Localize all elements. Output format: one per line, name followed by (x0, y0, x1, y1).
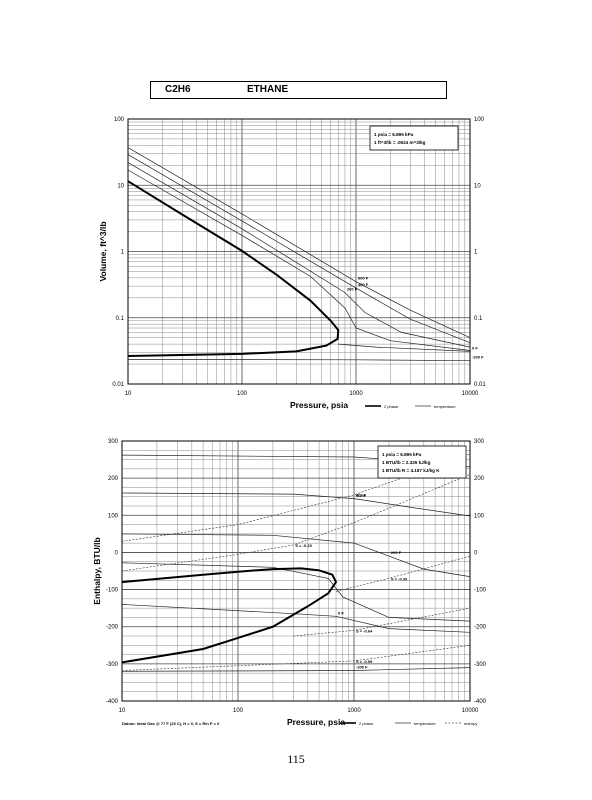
enthalpy-y-tick-label-right: 300 (474, 439, 485, 445)
volume-conversion-text: 1 psia = 6.895 kPa (374, 132, 414, 137)
enthalpy-isentrope-label: S = 0 (356, 493, 366, 498)
volume-x-tick-label: 100 (237, 391, 248, 397)
enthalpy-isentrope-label: S = -0.99 (356, 659, 373, 664)
volume-isotherm-line (127, 154, 471, 344)
volume-isotherm-line (127, 162, 471, 348)
volume-isotherm-label: 600 F (358, 276, 369, 281)
enthalpy-y-tick-label-right: -200 (474, 625, 487, 631)
enthalpy-y-tick-label-left: -400 (106, 699, 119, 705)
volume-isotherm-label: 400 F (358, 282, 369, 287)
enthalpy-isotherm-line (121, 492, 471, 517)
enthalpy-isotherm-line (121, 667, 471, 672)
enthalpy-isotherm-label: 200 F (391, 550, 402, 555)
volume-legend-label: 2 phase (384, 404, 399, 409)
volume-y-tick-label-right: 1 (474, 250, 478, 256)
compound-name: ETHANE (247, 84, 289, 95)
enthalpy-y-tick-label-right: 0 (474, 550, 478, 556)
enthalpy-x-tick-label: 10 (119, 708, 126, 714)
volume-y-tick-label-left: 1 (121, 250, 125, 256)
enthalpy-legend-label: 2 phase (359, 721, 374, 726)
page-number: 115 (287, 752, 305, 766)
volume-isotherm-label: -200 F (472, 355, 484, 360)
enthalpy-y-tick-label-left: -200 (106, 625, 119, 631)
enthalpy-y-tick-label-right: 100 (474, 513, 485, 519)
volume-isotherm-line (127, 147, 471, 339)
volume-y-axis-label: Volume, ft^3/lb (98, 221, 108, 281)
volume-isotherm-label: 0 F (472, 345, 478, 350)
enthalpy-isentrope-label: S = -0.64 (356, 628, 373, 633)
enthalpy-legend-label: temperature (414, 721, 436, 726)
enthalpy-isotherm-line (121, 562, 471, 622)
volume-conversion-box (369, 125, 459, 151)
enthalpy-isotherm-label: 0 F (338, 610, 344, 615)
enthalpy-y-tick-label-left: -300 (106, 662, 119, 668)
enthalpy-isotherm-label: -200 F (356, 665, 368, 670)
enthalpy-isotherm-line (121, 533, 471, 577)
volume-y-tick-label-right: 0.1 (474, 316, 483, 322)
volume-x-axis-label: Pressure, psia (290, 400, 348, 410)
volume-legend-label: temperature (434, 404, 456, 409)
enthalpy-x-tick-label: 10000 (462, 708, 479, 714)
enthalpy-conversion-text: 1 BTU/lb = 2.326 kJ/kg (382, 460, 431, 465)
title-box: C2H6 ETHANE (150, 81, 447, 99)
volume-x-tick-label: 10 (125, 391, 132, 397)
enthalpy-isotherm-label: 400 F (356, 493, 367, 498)
volume-y-tick-label-left: 100 (114, 117, 125, 123)
enthalpy-isotherm-line (121, 604, 471, 633)
enthalpy-saturation-dome (121, 567, 338, 664)
enthalpy-y-tick-label-right: -400 (474, 699, 487, 705)
enthalpy-x-tick-label: 1000 (347, 708, 361, 714)
volume-y-tick-label-right: 10 (474, 183, 481, 189)
enthalpy-conversion-text: 1 BTU/lb R = 4.187 kJ/kg K (382, 468, 440, 473)
enthalpy-y-tick-label-left: 200 (108, 476, 119, 482)
enthalpy-isentrope-label: S = -0.15 (295, 543, 312, 548)
enthalpy-legend-label: entropy (464, 721, 477, 726)
volume-isotherm-line (127, 359, 471, 362)
enthalpy-x-tick-label: 100 (233, 708, 244, 714)
volume-isotherm-label: 200 F (347, 287, 358, 292)
enthalpy-isentrope-line (335, 555, 471, 592)
volume-y-tick-label-right: 100 (474, 117, 485, 123)
enthalpy-datum-footnote: Datum: Ideal Gas @ 77 F (25 C), H = 0, S… (122, 721, 220, 726)
volume-isotherm-line (338, 343, 471, 352)
enthalpy-y-tick-label-right: -100 (474, 588, 487, 594)
volume-x-tick-label: 1000 (349, 391, 363, 397)
enthalpy-y-tick-label-right: 200 (474, 476, 485, 482)
enthalpy-conversion-text: 1 psia = 6.895 kPa (382, 452, 422, 457)
volume-saturation-dome (127, 180, 340, 357)
enthalpy-y-tick-label-left: 0 (115, 550, 119, 556)
volume-plot-frame (127, 118, 471, 385)
enthalpy-y-tick-label-right: -300 (474, 662, 487, 668)
volume-conversion-text: 1 ft^3/lb = .0624 m^3/kg (374, 140, 426, 145)
volume-y-tick-label-right: 0.01 (474, 382, 486, 388)
volume-isotherm-line (127, 169, 471, 351)
enthalpy-isentrope-label: S = -0.39 (391, 576, 408, 581)
enthalpy-y-axis-label: Enthalpy, BTU/lb (92, 537, 102, 604)
volume-y-tick-label-left: 0.1 (116, 316, 125, 322)
enthalpy-conversion-box (377, 445, 467, 479)
enthalpy-isentrope-line (121, 645, 471, 671)
volume-x-tick-label: 10000 (462, 391, 479, 397)
chemical-formula: C2H6 (165, 84, 191, 95)
enthalpy-x-axis-label: Pressure, psia (287, 717, 345, 727)
enthalpy-y-tick-label-left: -100 (106, 588, 119, 594)
volume-y-tick-label-left: 0.01 (112, 382, 124, 388)
enthalpy-isentrope-line (293, 607, 471, 637)
enthalpy-y-tick-label-left: 100 (108, 513, 119, 519)
volume-y-tick-label-left: 10 (117, 183, 124, 189)
enthalpy-isentrope-line (121, 474, 471, 572)
enthalpy-y-tick-label-left: 300 (108, 439, 119, 445)
